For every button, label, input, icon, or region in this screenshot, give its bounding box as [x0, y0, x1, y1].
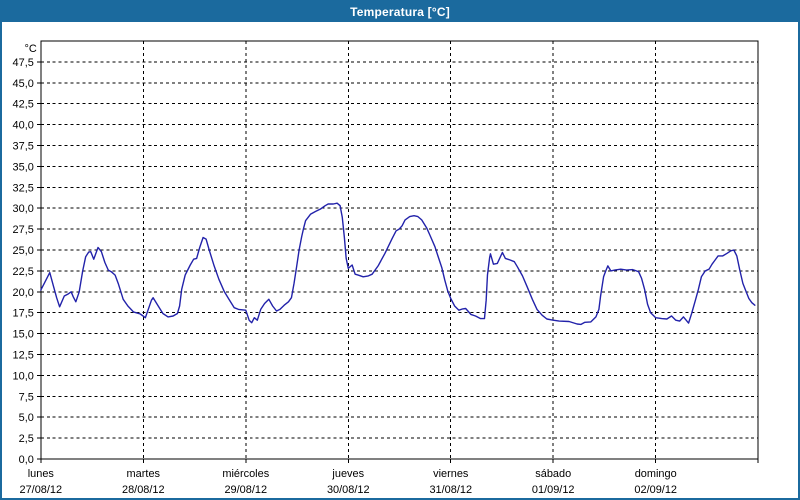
y-tick-label: 37,5: [13, 140, 34, 152]
y-tick-label: 12,5: [13, 349, 34, 361]
x-date-label: 30/08/12: [327, 484, 370, 496]
y-tick-label: 35,0: [13, 161, 34, 173]
y-tick-label: 42,5: [13, 99, 34, 111]
y-tick-label: 0,0: [19, 454, 34, 466]
y-tick-label: 25,0: [13, 245, 34, 257]
y-tick-label: 20,0: [13, 287, 34, 299]
y-tick-label: 10,0: [13, 370, 34, 382]
x-date-label: 28/08/12: [122, 484, 165, 496]
temperature-line-chart: 0,0 2,5 5,0 7,5 10,0 12,5 15,0 17,5 20,0 22,5 25,0…: [13, 40, 759, 496]
x-day-label: jueves: [331, 468, 364, 480]
x-date-label: 31/08/12: [429, 484, 472, 496]
window-title: Temperatura [°C]: [350, 5, 450, 19]
y-tick-label: 45,0: [13, 78, 34, 90]
y-axis-unit-label: °C: [25, 43, 37, 55]
x-day-label: viernes: [433, 468, 469, 480]
y-tick-label: 30,0: [13, 203, 34, 215]
x-day-label: miércoles: [222, 468, 269, 480]
x-date-label: 27/08/12: [20, 484, 63, 496]
title-bar: Temperatura [°C]: [2, 2, 798, 22]
chart-area: 0,0 2,5 5,0 7,5 10,0 12,5 15,0 17,5 20,0 22,5 25,0…: [2, 22, 798, 496]
y-tick-label: 32,5: [13, 182, 34, 194]
y-tick-label: 27,5: [13, 224, 34, 236]
y-tick-label: 47,5: [13, 57, 34, 69]
x-day-label: martes: [127, 468, 161, 480]
temperature-series-line: [40, 202, 756, 326]
y-tick-label: 15,0: [13, 329, 34, 341]
x-day-label: domingo: [635, 468, 677, 480]
y-tick-label: 2,5: [19, 433, 34, 445]
y-tick-label: 5,0: [19, 412, 34, 424]
y-tick-label: 7,5: [19, 391, 34, 403]
x-day-label: sábado: [535, 468, 571, 480]
x-date-label: 01/09/12: [532, 484, 575, 496]
y-tick-label: 40,0: [13, 120, 34, 132]
x-date-label: 02/09/12: [634, 484, 677, 496]
x-day-label: lunes: [28, 468, 55, 480]
x-date-label: 29/08/12: [224, 484, 267, 496]
y-tick-label: 17,5: [13, 308, 34, 320]
y-tick-label: 22,5: [13, 266, 34, 278]
